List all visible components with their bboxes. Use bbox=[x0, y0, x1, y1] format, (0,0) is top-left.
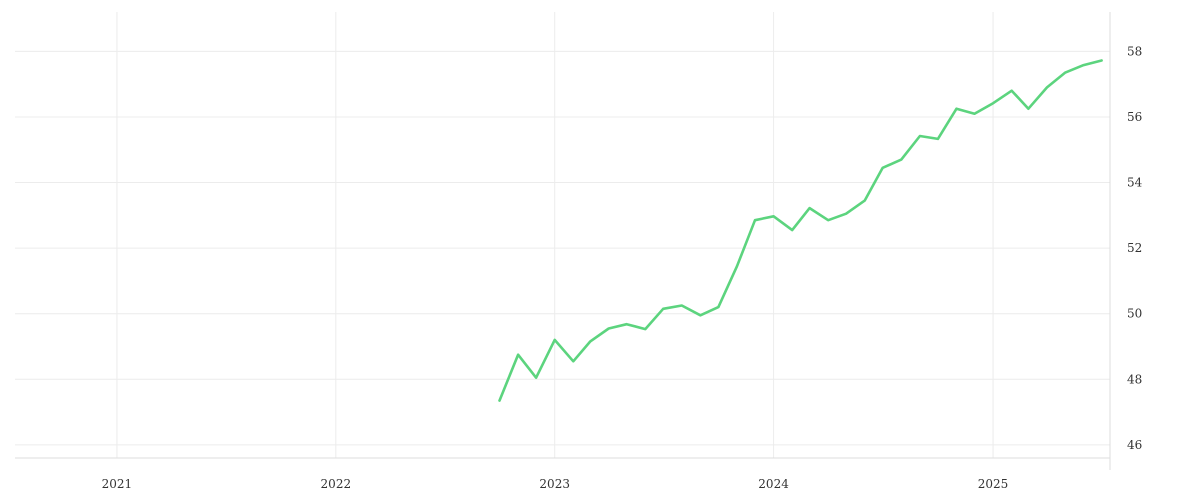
data-point bbox=[516, 353, 520, 357]
data-point bbox=[625, 322, 629, 326]
data-point bbox=[972, 112, 976, 116]
data-point bbox=[1100, 59, 1104, 63]
data-point bbox=[716, 305, 720, 309]
horizontal-gridlines bbox=[15, 50, 1110, 446]
data-point bbox=[899, 158, 903, 162]
x-tick-label: 2021 bbox=[102, 477, 133, 491]
data-point bbox=[1063, 71, 1067, 75]
y-tick-label: 52 bbox=[1127, 241, 1142, 255]
vertical-gridlines bbox=[116, 12, 994, 458]
data-point bbox=[1026, 107, 1030, 111]
data-point bbox=[844, 212, 848, 216]
x-tick-label: 2022 bbox=[321, 477, 352, 491]
y-tick-labels: 46 48 50 52 54 56 58 bbox=[1127, 44, 1143, 452]
data-point bbox=[588, 340, 592, 344]
x-tick-label: 2025 bbox=[978, 477, 1009, 491]
data-point bbox=[808, 206, 812, 210]
y-tick-label: 50 bbox=[1127, 307, 1142, 321]
data-point bbox=[753, 218, 757, 222]
x-tick-label: 2024 bbox=[758, 477, 789, 491]
data-point bbox=[954, 107, 958, 111]
x-tick-label: 2023 bbox=[539, 477, 570, 491]
data-point bbox=[1045, 85, 1049, 89]
data-point bbox=[607, 326, 611, 330]
data-point bbox=[571, 359, 575, 363]
data-point bbox=[936, 137, 940, 141]
data-point bbox=[1082, 63, 1086, 67]
data-point bbox=[918, 134, 922, 138]
data-point bbox=[826, 218, 830, 222]
data-point bbox=[772, 214, 776, 218]
y-tick-label: 48 bbox=[1127, 372, 1142, 386]
series-line-0 bbox=[498, 59, 1103, 402]
data-point bbox=[735, 264, 739, 268]
data-point bbox=[553, 338, 557, 342]
y-tick-label: 54 bbox=[1127, 176, 1143, 190]
data-point bbox=[643, 327, 647, 331]
x-tick-labels: 2021 2022 2023 2024 2025 bbox=[102, 477, 1009, 491]
y-tick-label: 46 bbox=[1127, 438, 1142, 452]
data-point bbox=[661, 307, 665, 311]
data-point bbox=[698, 313, 702, 317]
data-point bbox=[1010, 89, 1014, 93]
series-layer bbox=[498, 59, 1104, 403]
data-point bbox=[881, 166, 885, 170]
data-point bbox=[790, 228, 794, 232]
data-point bbox=[534, 376, 538, 380]
data-point bbox=[991, 101, 995, 105]
data-point bbox=[863, 199, 867, 203]
data-point bbox=[680, 304, 684, 308]
y-tick-label: 56 bbox=[1127, 110, 1142, 124]
y-tick-label: 58 bbox=[1127, 44, 1142, 58]
data-point bbox=[498, 399, 502, 403]
